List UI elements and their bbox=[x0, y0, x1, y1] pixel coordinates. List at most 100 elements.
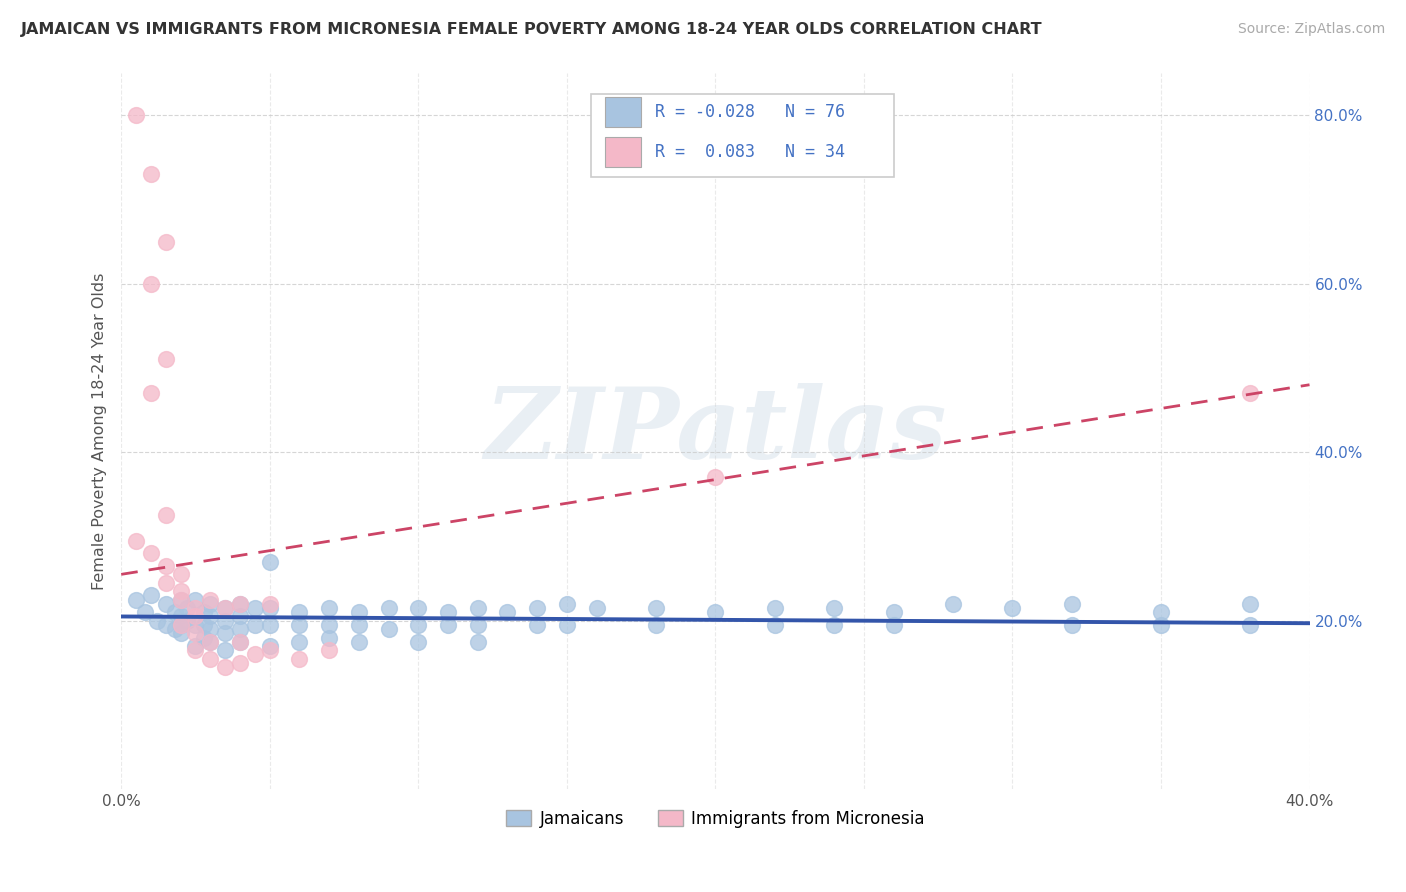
Point bbox=[763, 618, 786, 632]
Point bbox=[1150, 618, 1173, 632]
Point bbox=[169, 592, 191, 607]
Point bbox=[1060, 597, 1083, 611]
Point bbox=[259, 597, 281, 611]
Point bbox=[169, 584, 191, 599]
Point bbox=[184, 618, 207, 632]
Point bbox=[763, 601, 786, 615]
Bar bbox=[605, 136, 641, 167]
Text: R =  0.083   N = 34: R = 0.083 N = 34 bbox=[655, 143, 845, 161]
Point bbox=[184, 601, 207, 615]
Point bbox=[555, 597, 578, 611]
Point bbox=[883, 605, 905, 619]
Text: R = -0.028   N = 76: R = -0.028 N = 76 bbox=[655, 103, 845, 121]
Text: JAMAICAN VS IMMIGRANTS FROM MICRONESIA FEMALE POVERTY AMONG 18-24 YEAR OLDS CORR: JAMAICAN VS IMMIGRANTS FROM MICRONESIA F… bbox=[21, 22, 1043, 37]
Point bbox=[125, 592, 148, 607]
Point bbox=[243, 618, 266, 632]
Point bbox=[214, 660, 236, 674]
Point bbox=[184, 626, 207, 640]
Point bbox=[125, 108, 148, 122]
Point bbox=[139, 386, 162, 401]
Point bbox=[169, 592, 191, 607]
Point bbox=[585, 601, 607, 615]
Point bbox=[555, 618, 578, 632]
Point bbox=[1239, 597, 1261, 611]
Legend: Jamaicans, Immigrants from Micronesia: Jamaicans, Immigrants from Micronesia bbox=[499, 804, 931, 835]
Point bbox=[1239, 618, 1261, 632]
Point bbox=[193, 618, 215, 632]
Point bbox=[163, 605, 186, 619]
Point bbox=[176, 601, 198, 615]
Point bbox=[467, 618, 489, 632]
Point bbox=[184, 643, 207, 657]
Point bbox=[883, 618, 905, 632]
Point bbox=[437, 618, 460, 632]
Point bbox=[229, 597, 252, 611]
Point bbox=[155, 558, 177, 573]
Point bbox=[139, 167, 162, 181]
Point bbox=[1001, 601, 1024, 615]
Point bbox=[125, 533, 148, 548]
Point bbox=[318, 643, 340, 657]
Point bbox=[184, 592, 207, 607]
Point bbox=[214, 643, 236, 657]
Point bbox=[347, 618, 370, 632]
Point bbox=[200, 592, 222, 607]
Point bbox=[193, 605, 215, 619]
Point bbox=[229, 656, 252, 670]
Point bbox=[139, 546, 162, 560]
Point bbox=[214, 614, 236, 628]
Point bbox=[214, 601, 236, 615]
Point bbox=[243, 601, 266, 615]
Point bbox=[229, 609, 252, 624]
Point bbox=[229, 622, 252, 636]
Point bbox=[139, 589, 162, 603]
Point bbox=[146, 614, 169, 628]
Point bbox=[437, 605, 460, 619]
Point bbox=[163, 622, 186, 636]
Point bbox=[645, 601, 668, 615]
Point bbox=[496, 605, 519, 619]
Point bbox=[155, 352, 177, 367]
Point bbox=[347, 634, 370, 648]
Point bbox=[259, 555, 281, 569]
Point bbox=[214, 626, 236, 640]
Point bbox=[243, 648, 266, 662]
Point bbox=[229, 634, 252, 648]
Point bbox=[408, 601, 430, 615]
Point bbox=[200, 651, 222, 665]
Point bbox=[229, 634, 252, 648]
Point bbox=[214, 601, 236, 615]
Point bbox=[200, 622, 222, 636]
Point bbox=[704, 605, 727, 619]
Point bbox=[288, 634, 311, 648]
Point bbox=[184, 639, 207, 653]
Text: Source: ZipAtlas.com: Source: ZipAtlas.com bbox=[1237, 22, 1385, 37]
Point bbox=[169, 618, 191, 632]
Point bbox=[155, 575, 177, 590]
Point bbox=[155, 597, 177, 611]
Point bbox=[408, 634, 430, 648]
Point bbox=[259, 639, 281, 653]
Point bbox=[169, 618, 191, 632]
Point bbox=[134, 605, 156, 619]
Point bbox=[169, 609, 191, 624]
Bar bbox=[605, 97, 641, 128]
Point bbox=[318, 618, 340, 632]
Point bbox=[645, 618, 668, 632]
Point bbox=[467, 601, 489, 615]
Point bbox=[377, 622, 399, 636]
Point bbox=[229, 597, 252, 611]
Point bbox=[259, 618, 281, 632]
Point bbox=[176, 614, 198, 628]
Point bbox=[347, 605, 370, 619]
FancyBboxPatch shape bbox=[591, 95, 894, 177]
Point bbox=[200, 609, 222, 624]
Point bbox=[169, 567, 191, 582]
Point bbox=[288, 605, 311, 619]
Point bbox=[288, 618, 311, 632]
Point bbox=[200, 634, 222, 648]
Y-axis label: Female Poverty Among 18-24 Year Olds: Female Poverty Among 18-24 Year Olds bbox=[93, 272, 107, 590]
Point bbox=[259, 601, 281, 615]
Point bbox=[169, 626, 191, 640]
Point bbox=[155, 618, 177, 632]
